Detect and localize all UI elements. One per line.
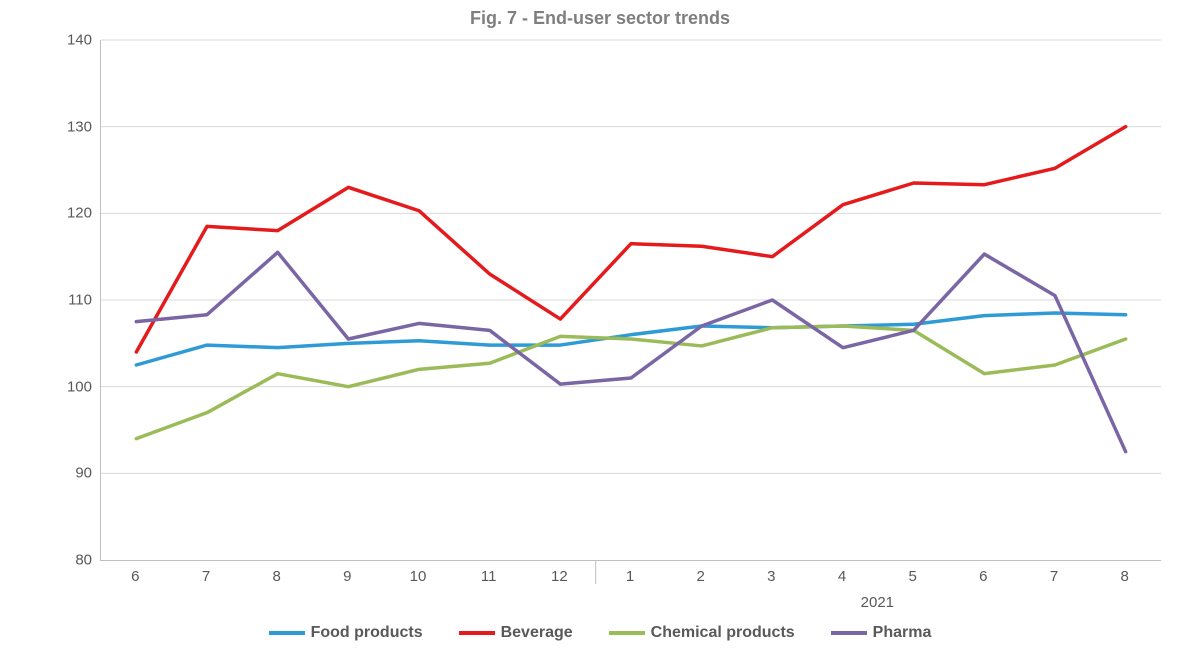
y-tick-label: 90 (42, 465, 92, 482)
series-chemical-products (136, 326, 1125, 439)
plot-area (100, 40, 1161, 561)
legend-item-food-products: Food products (269, 624, 423, 642)
legend-item-chemical-products: Chemical products (609, 624, 795, 642)
legend-swatch (831, 631, 867, 635)
legend-label: Food products (311, 624, 423, 642)
y-tick-label: 80 (42, 552, 92, 569)
y-tick-label: 100 (42, 378, 92, 395)
legend-label: Chemical products (651, 624, 795, 642)
series-pharma (136, 252, 1125, 451)
chart-container: Fig. 7 - End-user sector trends 80 90 100 1… (0, 0, 1200, 670)
y-tick-label: 140 (42, 32, 92, 49)
legend-label: Pharma (873, 624, 932, 642)
legend-swatch (459, 631, 495, 635)
gridlines (101, 40, 1161, 473)
plot-svg (101, 40, 1161, 600)
chart-title: Fig. 7 - End-user sector trends (0, 0, 1200, 29)
legend-item-beverage: Beverage (459, 624, 573, 642)
legend: Food products Beverage Chemical products Ph… (0, 622, 1200, 642)
y-tick-label: 110 (42, 292, 92, 309)
legend-item-pharma: Pharma (831, 624, 932, 642)
series-lines (136, 127, 1125, 452)
legend-label: Beverage (501, 624, 573, 642)
y-tick-label: 120 (42, 205, 92, 222)
legend-swatch (609, 631, 645, 635)
legend-swatch (269, 631, 305, 635)
y-tick-label: 130 (42, 118, 92, 135)
